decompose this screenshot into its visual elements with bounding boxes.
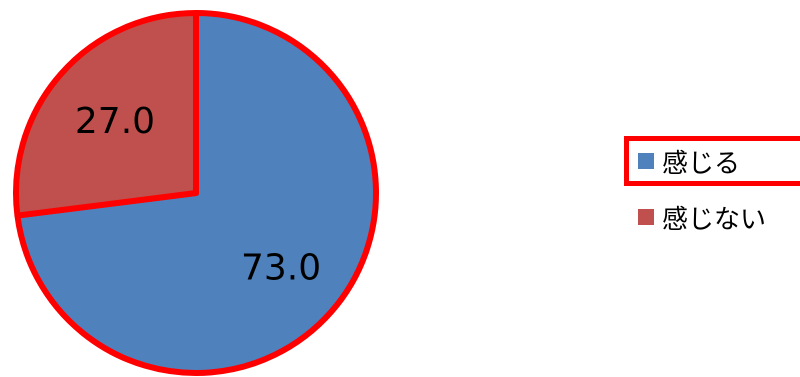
legend-label-kanjinai: 感じない <box>662 204 767 235</box>
legend-item-kanjinai: 感じない <box>624 192 800 242</box>
pie-slice-kanjinai <box>13 10 199 219</box>
legend: 感じる 感じない <box>624 136 800 242</box>
pie-slices <box>13 10 379 376</box>
data-label-kanjinai: 27.0 <box>75 101 155 142</box>
legend-item-kanjiru: 感じる <box>624 136 800 186</box>
data-label-kanjiru: 73.0 <box>241 247 321 288</box>
legend-swatch-kanjinai <box>638 209 654 225</box>
pie-data-labels: 73.0 27.0 <box>75 101 321 288</box>
legend-label-kanjiru: 感じる <box>662 148 741 179</box>
legend-swatch-kanjiru <box>638 153 654 169</box>
